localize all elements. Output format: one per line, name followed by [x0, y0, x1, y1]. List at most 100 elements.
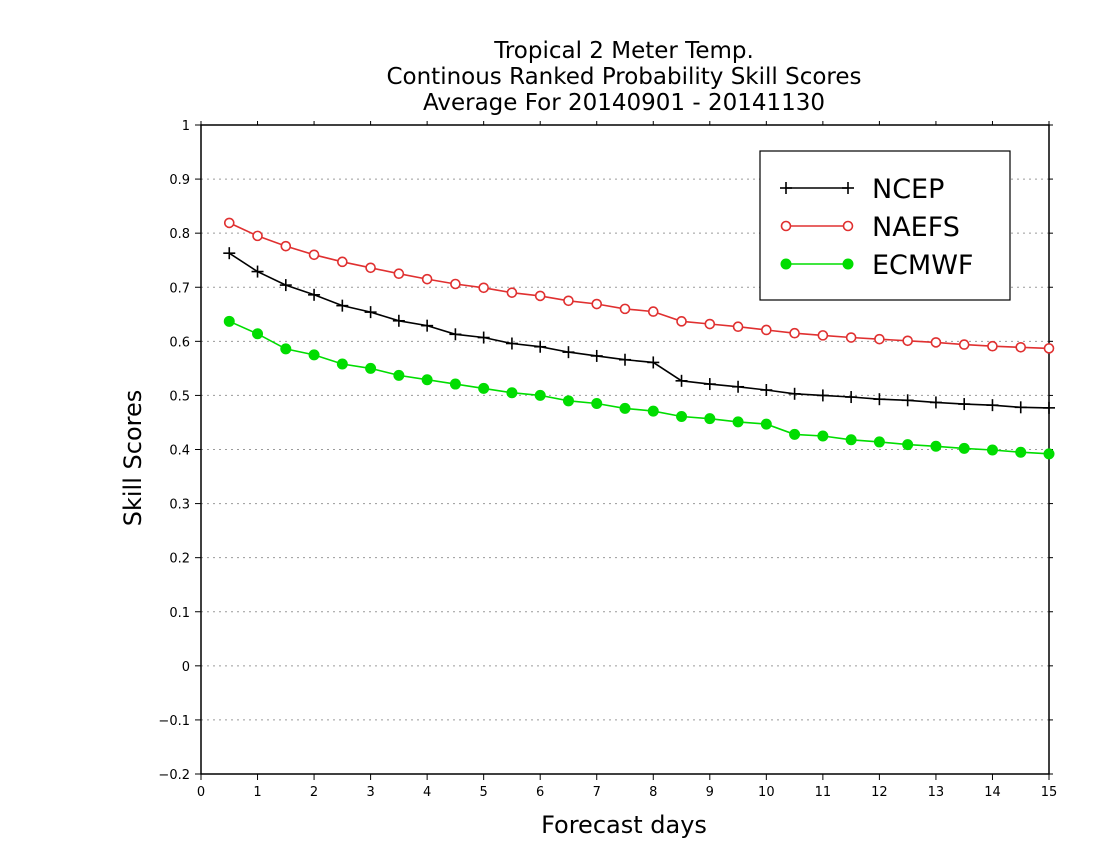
legend-marker-start-naefs — [780, 220, 792, 232]
data-point-naefs — [1043, 343, 1055, 354]
data-point-naefs — [223, 217, 235, 229]
y-tick-label: 0.1 — [169, 606, 190, 621]
data-point-ecmwf — [393, 369, 405, 381]
data-point-naefs — [1015, 341, 1027, 353]
data-point-naefs — [676, 316, 687, 327]
y-tick-label: 0.6 — [169, 335, 190, 350]
data-point-naefs — [534, 290, 546, 302]
data-point-naefs — [421, 273, 433, 285]
data-point-naefs — [902, 335, 913, 347]
plot-series — [223, 217, 1055, 460]
data-point-naefs — [365, 262, 376, 274]
data-point-ncep — [647, 356, 660, 369]
x-tick-label: 9 — [706, 785, 714, 800]
data-point-naefs — [704, 318, 716, 330]
data-point-ecmwf — [789, 428, 801, 440]
legend-item-ncep: NCEP — [780, 174, 944, 205]
x-tick-label: 1 — [253, 785, 261, 800]
x-tick-label: 15 — [1041, 785, 1058, 800]
data-point-naefs — [478, 282, 489, 294]
x-tick-label: 0 — [197, 785, 205, 800]
y-tick-label: −0.2 — [158, 768, 190, 783]
data-point-ecmwf — [647, 405, 659, 417]
data-point-ncep — [308, 288, 321, 301]
data-point-naefs — [732, 321, 744, 333]
legend-item-ecmwf: ECMWF — [780, 250, 973, 281]
x-tick-label: 6 — [536, 785, 544, 800]
x-tick-label: 13 — [928, 785, 945, 800]
data-point-ncep — [675, 374, 688, 387]
data-point-ncep — [619, 353, 631, 366]
data-point-ncep — [279, 279, 292, 292]
data-point-ncep — [223, 247, 236, 260]
series-ecmwf — [223, 315, 1055, 460]
data-point-ecmwf — [676, 411, 688, 423]
data-point-ncep — [732, 380, 745, 393]
x-axis-label: Forecast days — [541, 811, 707, 839]
data-point-naefs — [761, 324, 772, 336]
data-point-ncep — [364, 306, 377, 319]
data-point-ncep — [590, 349, 603, 362]
data-point-naefs — [874, 333, 885, 345]
data-point-naefs — [337, 256, 348, 268]
data-point-ncep — [958, 398, 971, 411]
data-point-ecmwf — [619, 402, 631, 414]
data-point-ncep — [788, 387, 801, 400]
y-tick-label: 0.8 — [169, 227, 190, 242]
x-tick-label: 3 — [366, 785, 374, 800]
data-point-ecmwf — [478, 382, 490, 394]
data-point-ecmwf — [704, 413, 716, 425]
y-tick-label: 0.7 — [169, 281, 190, 296]
data-point-ncep — [760, 384, 773, 397]
data-point-ncep — [1043, 401, 1055, 414]
data-point-ncep — [986, 399, 999, 412]
data-point-ecmwf — [760, 418, 772, 430]
data-point-ecmwf — [365, 362, 377, 374]
data-point-ecmwf — [252, 328, 264, 340]
data-point-naefs — [308, 249, 320, 261]
data-point-naefs — [393, 268, 405, 280]
legend-marker-start-ecmwf — [780, 258, 792, 270]
data-point-ncep — [477, 331, 490, 344]
y-tick-label: 1 — [182, 119, 190, 134]
data-point-ecmwf — [336, 358, 348, 370]
x-tick-label: 7 — [593, 785, 601, 800]
legend-label-naefs: NAEFS — [872, 212, 960, 243]
data-point-naefs — [930, 337, 942, 348]
data-point-naefs — [252, 230, 263, 242]
legend-marker-start-ncep — [780, 182, 792, 194]
data-point-ecmwf — [591, 398, 603, 410]
y-axis-label: Skill Scores — [119, 390, 147, 527]
data-point-ecmwf — [986, 444, 998, 456]
x-tick-label: 5 — [480, 785, 488, 800]
data-point-ecmwf — [1015, 446, 1027, 458]
data-point-ecmwf — [732, 416, 744, 428]
y-tick-label: 0.9 — [169, 173, 190, 188]
data-point-ecmwf — [930, 440, 942, 452]
series-ncep — [223, 247, 1055, 414]
data-point-ecmwf — [845, 434, 857, 446]
data-point-naefs — [450, 278, 461, 290]
y-tick-label: 0.2 — [169, 552, 190, 567]
data-point-naefs — [987, 340, 998, 352]
data-point-ncep — [449, 328, 462, 341]
legend-marker-end-ecmwf — [842, 258, 854, 270]
data-point-ecmwf — [958, 442, 970, 454]
data-point-ecmwf — [1043, 448, 1055, 460]
legend: NCEP NAEFS ECMWF — [759, 150, 1011, 301]
data-point-ncep — [703, 378, 716, 391]
x-tick-label: 14 — [984, 785, 1001, 800]
data-point-naefs — [619, 303, 631, 315]
data-point-naefs — [789, 327, 800, 339]
data-point-naefs — [591, 298, 603, 310]
data-point-naefs — [506, 287, 518, 298]
data-point-ecmwf — [308, 349, 320, 361]
legend-marker-end-naefs — [842, 220, 854, 232]
x-tick-label: 10 — [758, 785, 775, 800]
x-tick-label: 8 — [649, 785, 657, 800]
y-tick-label: 0.4 — [169, 444, 190, 459]
axes: −0.2−0.100.10.20.30.40.50.60.70.80.910 1 2… — [158, 119, 1057, 800]
data-point-ecmwf — [449, 378, 461, 390]
x-tick-label: 4 — [423, 785, 431, 800]
